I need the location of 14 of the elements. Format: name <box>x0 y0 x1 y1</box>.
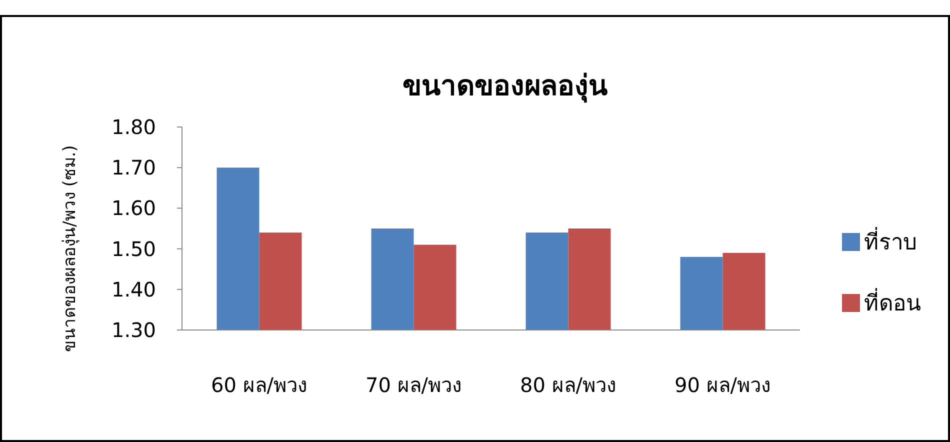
x-tick-label: 60 ผล/พวง <box>210 373 308 397</box>
y-tick-label: 1.50 <box>111 236 156 261</box>
legend-label: ที่ดอน <box>864 288 921 317</box>
y-axis-title: ขนาดของผลองุ่น/พวง (ซม.) <box>60 145 80 352</box>
x-tick-label: 80 ผล/พวง <box>520 373 617 397</box>
y-tick-label: 1.80 <box>111 115 156 139</box>
legend-label: ที่ราบ <box>864 226 917 256</box>
y-tick-label: 1.40 <box>111 277 156 302</box>
y-tick-label: 1.30 <box>111 318 156 342</box>
y-tick-label: 1.60 <box>111 196 156 220</box>
x-tick-label: 70 ผล/พวง <box>365 373 462 397</box>
x-tick-label: 90 ผล/พวง <box>674 373 772 397</box>
chart-title: ขนาดของผลองุ่น <box>402 69 608 103</box>
y-tick-label: 1.70 <box>111 156 156 180</box>
